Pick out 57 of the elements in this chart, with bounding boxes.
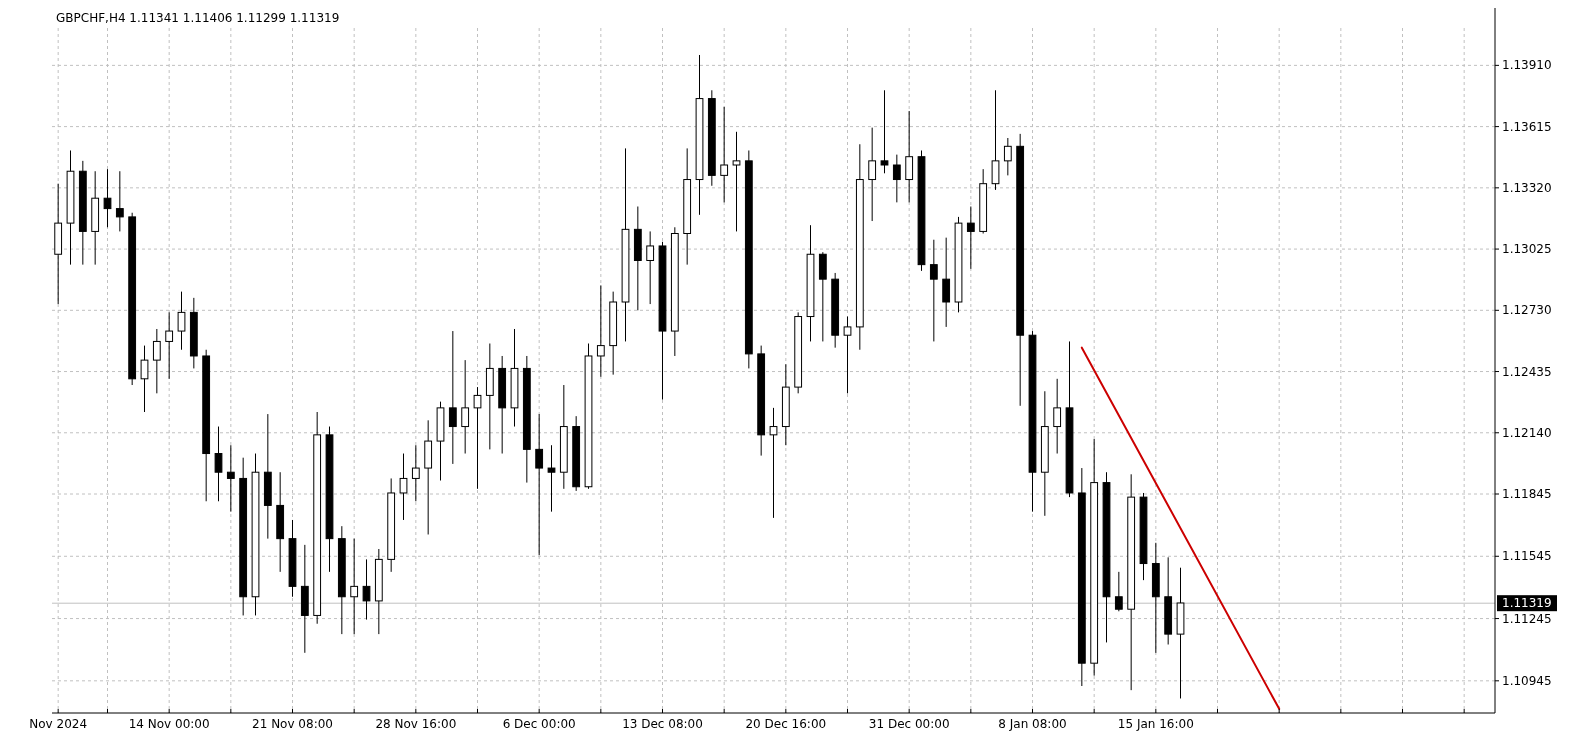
candlestick	[461, 359, 470, 455]
candlestick	[596, 284, 605, 378]
x-tick-label: 15 Jan 16:00	[1117, 717, 1194, 731]
candlestick	[448, 330, 457, 465]
candlestick	[720, 106, 729, 203]
candlestick	[1003, 137, 1012, 176]
candlestick	[880, 89, 889, 174]
y-tick-label: 1.12140	[1502, 425, 1552, 440]
candlestick	[843, 316, 852, 394]
y-tick-label: 1.11545	[1502, 549, 1552, 564]
candlestick	[473, 386, 482, 490]
x-tick-label: 28 Nov 16:00	[375, 717, 457, 731]
candlestick	[769, 407, 778, 519]
candlestick	[350, 538, 359, 635]
candlestick	[732, 131, 741, 232]
candlestick	[362, 558, 371, 621]
candlestick	[966, 206, 975, 270]
y-tick-label: 1.13615	[1502, 119, 1552, 134]
ref-line-label: 1.11319	[1502, 596, 1552, 611]
candlestick	[411, 444, 420, 502]
candlestick	[547, 444, 556, 513]
candlestick	[929, 239, 938, 342]
candlestick	[165, 311, 174, 380]
y-tick-label: 1.13320	[1502, 180, 1552, 195]
candlestick	[892, 154, 901, 203]
x-tick-label: 21 Nov 08:00	[252, 717, 333, 731]
x-tick-label: 6 Dec 00:00	[502, 717, 576, 731]
x-tick-label: 8 Jan 08:00	[998, 717, 1067, 731]
y-tick-label: 1.10945	[1502, 673, 1552, 688]
candlestick	[140, 345, 149, 413]
candlestick	[103, 168, 112, 228]
x-tick-label: 20 Dec 16:00	[745, 717, 827, 731]
y-tick-label: 1.13025	[1502, 242, 1552, 257]
y-tick-label: 1.12435	[1502, 364, 1552, 379]
candlestick	[115, 170, 124, 232]
candlestick	[152, 328, 161, 394]
candlestick	[646, 230, 655, 305]
candlestick	[905, 110, 914, 203]
candlestick	[535, 413, 544, 556]
candlestick	[399, 453, 408, 521]
candlestick	[1053, 378, 1062, 455]
candlestick	[991, 89, 1000, 191]
y-tick-label: 1.13910	[1502, 58, 1552, 73]
candlestick	[226, 444, 235, 513]
x-tick-label: 13 Dec 08:00	[622, 717, 703, 731]
x-tick-label: 31 Dec 00:00	[868, 717, 950, 731]
y-tick-label: 1.11845	[1502, 487, 1552, 502]
y-tick-label: 1.11245	[1502, 611, 1552, 626]
candlestick	[177, 291, 186, 351]
candlestick	[868, 127, 877, 222]
chart-title: GBPCHF,H4 1.11341 1.11406 1.11299 1.11319	[56, 11, 340, 25]
x-tick-label: 14 Nov 00:00	[128, 717, 210, 731]
y-tick-label: 1.12730	[1502, 303, 1552, 318]
candlestick	[214, 426, 223, 502]
x-tick-label: Nov 2024	[29, 717, 88, 731]
candlestick	[1114, 571, 1123, 612]
candlestick	[942, 237, 951, 328]
